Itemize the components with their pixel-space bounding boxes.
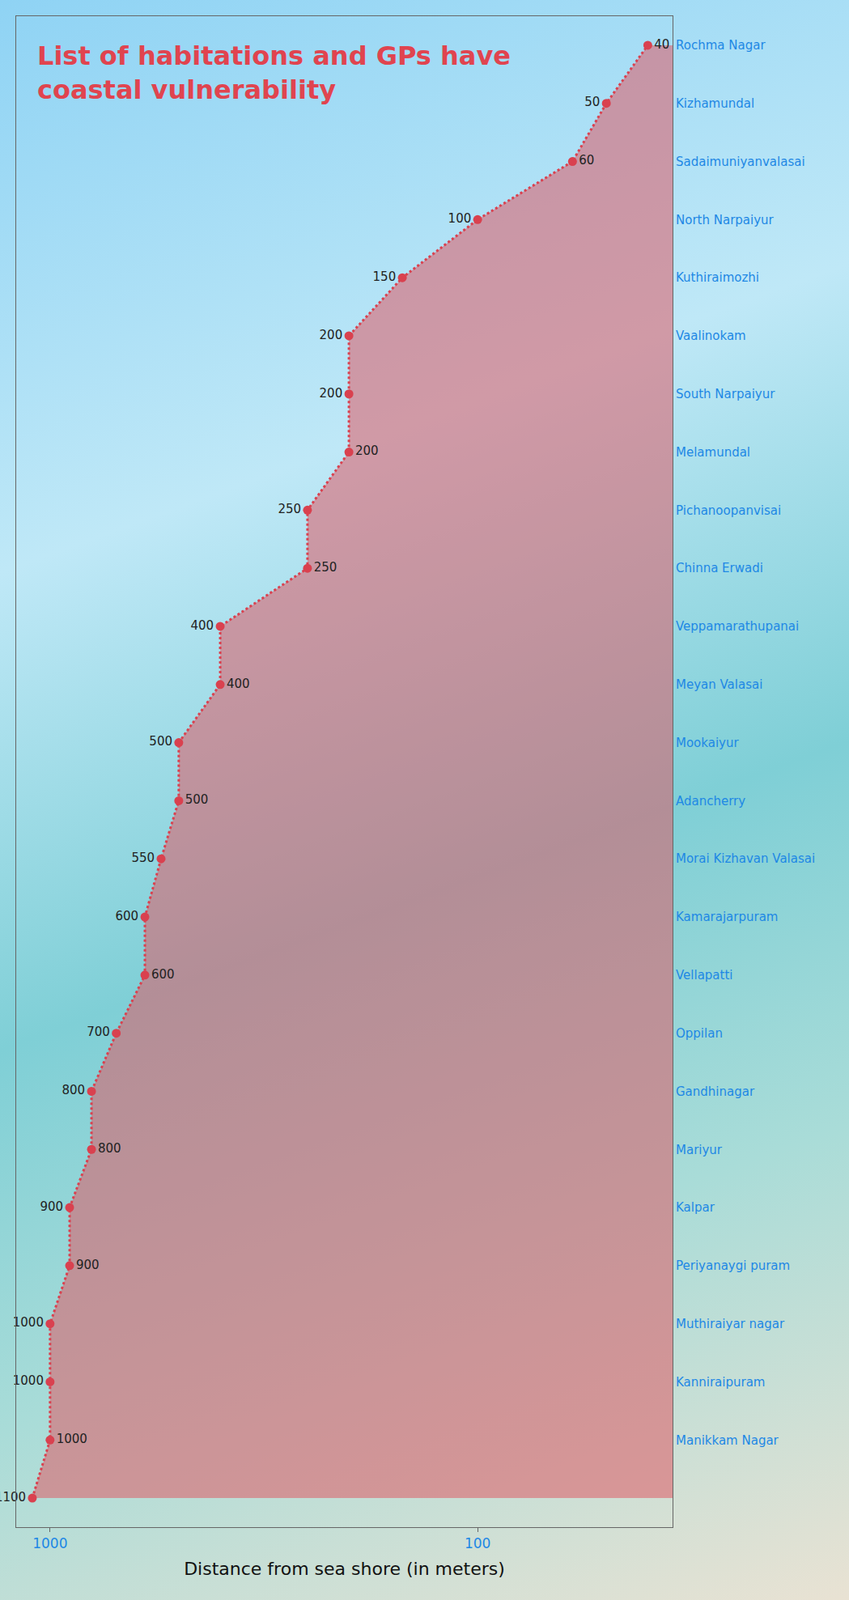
svg-text:700: 700 (86, 1024, 111, 1040)
svg-text:Kamarajarpuram: Kamarajarpuram (675, 909, 778, 925)
svg-text:Melamundal: Melamundal (675, 445, 751, 460)
svg-text:North Narpaiyur: North Narpaiyur (675, 212, 775, 228)
svg-text:1000: 1000 (56, 1431, 88, 1447)
svg-text:900: 900 (76, 1257, 100, 1273)
svg-text:Adancherry: Adancherry (675, 793, 746, 809)
svg-text:400: 400 (191, 618, 215, 633)
svg-text:400: 400 (226, 676, 251, 692)
svg-text:Sadaimuniyanvalasai: Sadaimuniyanvalasai (675, 154, 806, 170)
svg-text:Mookaiyur: Mookaiyur (675, 735, 739, 751)
svg-text:Kizhamundal: Kizhamundal (675, 96, 755, 111)
svg-text:100: 100 (448, 211, 472, 226)
svg-text:Distance from sea shore (in me: Distance from sea shore (in meters) (183, 1558, 506, 1580)
svg-text:Kuthiraimozhi: Kuthiraimozhi (675, 270, 760, 285)
svg-text:900: 900 (39, 1199, 64, 1215)
svg-text:1000: 1000 (12, 1315, 44, 1330)
svg-text:600: 600 (151, 967, 175, 982)
svg-text:Vaalinokam: Vaalinokam (675, 328, 747, 344)
svg-text:Meyan Valasai: Meyan Valasai (675, 677, 763, 692)
svg-text:100: 100 (464, 1535, 491, 1552)
svg-text:Mariyur: Mariyur (675, 1142, 723, 1158)
svg-text:List of habitations and GPs ha: List of habitations and GPs havecoastal … (37, 40, 511, 106)
svg-text:1000: 1000 (32, 1535, 68, 1552)
svg-text:50: 50 (584, 94, 600, 110)
svg-text:200: 200 (355, 443, 379, 459)
svg-text:150: 150 (373, 269, 397, 285)
svg-text:Periyanaygi puram: Periyanaygi puram (675, 1258, 790, 1274)
svg-text:550: 550 (131, 850, 155, 866)
svg-text:Kalpar: Kalpar (675, 1200, 716, 1215)
svg-text:500: 500 (148, 734, 173, 749)
svg-text:800: 800 (62, 1082, 86, 1098)
svg-text:40: 40 (653, 37, 670, 52)
svg-text:600: 600 (115, 908, 140, 924)
svg-text:800: 800 (97, 1141, 122, 1156)
svg-text:Muthiraiyar nagar: Muthiraiyar nagar (675, 1316, 786, 1332)
svg-text:Gandhinagar: Gandhinagar (675, 1084, 756, 1100)
svg-text:Kanniraipuram: Kanniraipuram (675, 1375, 765, 1390)
svg-text:250: 250 (314, 560, 338, 575)
svg-text:1100: 1100 (0, 1489, 26, 1505)
svg-text:60: 60 (578, 152, 595, 168)
svg-text:Oppilan: Oppilan (675, 1026, 723, 1041)
svg-text:Rochma Nagar: Rochma Nagar (675, 38, 766, 53)
svg-text:South Narpaiyur: South Narpaiyur (675, 386, 776, 402)
svg-text:250: 250 (277, 501, 302, 517)
svg-text:Morai Kizhavan Valasai: Morai Kizhavan Valasai (675, 851, 816, 866)
svg-text:Veppamarathupanai: Veppamarathupanai (675, 619, 799, 634)
svg-text:Manikkam Nagar: Manikkam Nagar (675, 1433, 780, 1448)
svg-text:200: 200 (319, 386, 344, 401)
svg-text:Pichanoopanvisai: Pichanoopanvisai (675, 503, 782, 518)
svg-text:200: 200 (319, 327, 344, 343)
svg-text:1000: 1000 (12, 1373, 44, 1389)
svg-text:Vellapatti: Vellapatti (675, 967, 734, 983)
svg-text:500: 500 (185, 792, 209, 807)
svg-text:Chinna Erwadi: Chinna Erwadi (675, 560, 764, 576)
